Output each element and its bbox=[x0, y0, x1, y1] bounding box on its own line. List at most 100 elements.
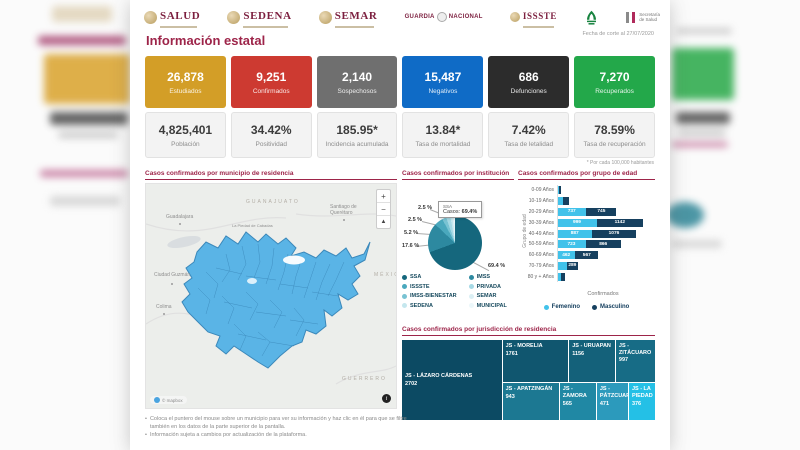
jurisdiction-treemap: JS - LÁZARO CÁRDENAS 2702 JS - MORELIA 1… bbox=[402, 340, 655, 420]
age-bars: 887 1076 bbox=[557, 229, 636, 238]
legend-item-imss-bienestar[interactable]: IMSS-BIENESTAR bbox=[402, 293, 457, 299]
legend-item-municipal[interactable]: MUNICIPAL bbox=[468, 302, 507, 309]
map-city-label: La Piedad de Cabadas bbox=[232, 223, 273, 228]
map-zoom-out-button[interactable]: − bbox=[377, 203, 390, 216]
stat-label: Positividad bbox=[255, 140, 287, 148]
pie-callout-label: 5.2 % bbox=[404, 230, 419, 236]
legend-item-issste[interactable]: ISSSTE bbox=[402, 284, 457, 290]
bar-segment-masculino[interactable] bbox=[562, 197, 570, 206]
bar-segment-femenino[interactable] bbox=[557, 197, 563, 206]
age-bars bbox=[557, 272, 566, 281]
map-compass-button[interactable]: ▲ bbox=[380, 219, 387, 225]
colima-dot bbox=[163, 313, 165, 315]
stat-value: 15,487 bbox=[424, 69, 462, 84]
age-axis-line bbox=[557, 185, 558, 283]
institution-pie-chart: 2.5 % 2.5 % 5.2 % 17.6 % 69.4 % SSA Caso… bbox=[402, 180, 514, 282]
stat-card-estudiados: 26,878 Estudiados bbox=[145, 56, 226, 108]
age-bars: 723 866 bbox=[557, 240, 621, 249]
issste-logo-text: ISSSTE bbox=[522, 11, 558, 21]
bar-segment-masculino[interactable]: 866 bbox=[585, 240, 621, 249]
header-logos: SALUD SEDENA SEMAR GUARDIA NACIONAL bbox=[144, 4, 660, 30]
pie-callout-label: 17.6 % bbox=[402, 243, 420, 249]
bar-segment-masculino[interactable]: 1076 bbox=[592, 229, 636, 238]
municipality-map[interactable]: Guadalajara GUANAJUATO Santiago de Queréta… bbox=[145, 183, 397, 409]
map-info-icon[interactable]: i bbox=[382, 394, 391, 403]
stat-label: Sospechosos bbox=[337, 87, 377, 95]
legend-item-imss[interactable]: IMSS bbox=[468, 274, 507, 280]
stat-value: 13.84* bbox=[425, 122, 461, 137]
treemap-cell[interactable]: JS - PÁTZCUARO 471 bbox=[596, 383, 628, 420]
treemap-cell[interactable]: JS - LÁZARO CÁRDENAS 2702 bbox=[402, 340, 502, 420]
legend-item-privada[interactable]: PRIVADA bbox=[468, 284, 507, 290]
guardia-nacional-logo: GUARDIA NACIONAL bbox=[405, 12, 483, 22]
lake-chapala-shape bbox=[167, 235, 201, 249]
ssalud-logo-text: Secretaría de Salud bbox=[639, 11, 660, 22]
age-row: 10-19 Años bbox=[518, 196, 655, 207]
pie-tooltip-value: Casos: 69.4% bbox=[443, 209, 478, 215]
legend-item-sedena[interactable]: SEDENA bbox=[402, 303, 457, 309]
sedena-logo: SEDENA bbox=[227, 6, 291, 28]
sedena-logo-text: SEDENA bbox=[243, 10, 292, 22]
stat-card-defunciones: 686 Defunciones bbox=[488, 56, 570, 108]
bar-segment-femenino[interactable]: 462 bbox=[557, 251, 576, 260]
sedena-seal-icon bbox=[227, 10, 241, 24]
bar-segment-femenino[interactable]: 887 bbox=[557, 229, 593, 238]
legend-item-semar[interactable]: SEMAR bbox=[468, 293, 507, 299]
pie-tooltip-title: SSA bbox=[443, 204, 453, 209]
map-zoom-in-button[interactable]: + bbox=[377, 190, 390, 203]
legend-label: MUNICIPAL bbox=[476, 302, 507, 309]
treemap-cell[interactable]: JS - ZAMORA 565 bbox=[559, 383, 596, 420]
institution-section-title: Casos confirmados por institución bbox=[402, 170, 514, 180]
pie-callout-label: 2.5 % bbox=[408, 217, 423, 223]
footnote: • Información sujeta a cambios por actual… bbox=[145, 431, 307, 438]
issste-logo-subline bbox=[522, 26, 555, 28]
bar-segment-femenino[interactable]: 999 bbox=[557, 218, 597, 227]
treemap-cell[interactable]: JS - MORELIA 1761 bbox=[502, 340, 569, 383]
michoacan-map-svg[interactable] bbox=[146, 184, 396, 408]
stat-value: 7,270 bbox=[599, 69, 630, 84]
age-x-axis-label: Confirmados bbox=[587, 291, 619, 297]
map-city-label: Guadalajara bbox=[166, 214, 194, 220]
treemap-cell[interactable]: JS - URUAPAN 1156 bbox=[569, 340, 615, 383]
age-legend: Femenino Masculino bbox=[518, 304, 655, 310]
bar-segment-masculino[interactable]: 745 bbox=[586, 207, 617, 216]
institution-legend: SSA ISSSTE IMSS-BIENESTAR SEDENA IMSS PRIVAD… bbox=[402, 274, 507, 309]
bar-segment-masculino[interactable]: 289 bbox=[566, 261, 579, 270]
bar-segment-masculino[interactable]: 1142 bbox=[596, 218, 643, 227]
legend-item-femenino[interactable]: Femenino bbox=[543, 304, 580, 310]
treemap-cell[interactable]: JS - APATZINGÁN 943 bbox=[502, 383, 559, 420]
pie-slices[interactable] bbox=[428, 216, 482, 270]
stat-label: Tasa de recuperación bbox=[583, 140, 646, 148]
map-city-label: MÉXICO bbox=[374, 272, 396, 278]
map-city-label: Ciudad Guzmán bbox=[154, 272, 191, 278]
legend-label: Femenino bbox=[551, 304, 580, 310]
legend-item-ssa[interactable]: SSA bbox=[402, 274, 457, 280]
stat-card-positividad: 34.42% Positividad bbox=[230, 112, 312, 158]
stat-label: Confirmados bbox=[252, 87, 290, 95]
bar-segment-masculino[interactable] bbox=[560, 272, 566, 281]
issste-logo: ISSSTE bbox=[509, 6, 558, 28]
treemap-cell[interactable]: JS - ZITÁCUARO 997 bbox=[615, 340, 655, 383]
treemap-cell[interactable]: JS - LA PIEDAD 376 bbox=[628, 383, 655, 420]
bar-segment-femenino[interactable]: 723 bbox=[557, 240, 586, 249]
bar-segment-femenino[interactable]: 737 bbox=[557, 207, 587, 216]
legend-item-masculino[interactable]: Masculino bbox=[592, 304, 629, 310]
age-row: 80 y + Años bbox=[518, 271, 655, 282]
stat-value: 34.42% bbox=[250, 122, 292, 137]
map-city-label: GUERRERO bbox=[342, 376, 387, 382]
bar-segment-femenino[interactable] bbox=[557, 272, 561, 281]
stat-value: 4,825,401 bbox=[158, 122, 213, 137]
legend-dot-icon bbox=[402, 284, 407, 289]
bar-segment-masculino[interactable] bbox=[558, 186, 561, 195]
age-category-label: 20-29 Años bbox=[528, 208, 554, 215]
bar-segment-masculino[interactable]: 567 bbox=[575, 251, 599, 260]
stat-card-confirmados: 9,251 Confirmados bbox=[230, 56, 312, 108]
imss-logo-icon bbox=[587, 10, 597, 25]
map-attribution[interactable]: © mapbox bbox=[150, 396, 187, 404]
map-attribution-text: © mapbox bbox=[162, 397, 183, 403]
map-city-label: Colima bbox=[156, 304, 172, 310]
age-bars: 289 bbox=[557, 261, 579, 270]
bar-segment-femenino[interactable] bbox=[557, 261, 567, 270]
stat-cards-primary: 26,878 Estudiados 9,251 Confirmados 2,140 Sos… bbox=[145, 56, 655, 108]
semar-logo-text: SEMAR bbox=[334, 10, 378, 22]
